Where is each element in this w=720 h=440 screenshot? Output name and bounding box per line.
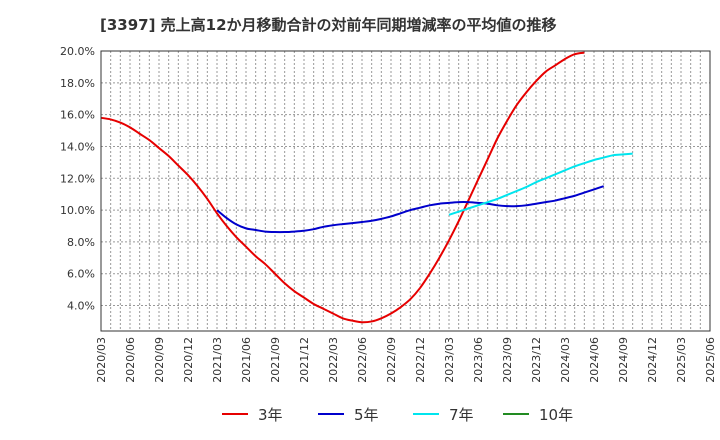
series-line-1 [216,185,604,234]
y-tick-label: 18.0% [60,77,95,90]
series-layer [100,51,633,324]
legend-label: 3年 [258,405,283,424]
x-tick-label: 2024/12 [646,337,659,383]
x-tick-label: 2021/09 [269,337,282,383]
legend-item: 10年 [503,402,573,426]
x-tick-label: 2023/12 [530,337,543,383]
legend-item: 5年 [318,402,379,426]
legend-item: 7年 [413,402,474,426]
x-tick-label: 2021/03 [211,337,224,383]
x-tick-label: 2025/06 [704,337,717,383]
x-tick-label: 2023/06 [472,337,485,383]
x-tick-label: 2022/12 [414,337,427,383]
series-line-0 [100,51,585,324]
plot-frame [100,50,711,332]
legend-swatch [222,413,248,415]
x-tick-label: 2024/06 [588,337,601,383]
legend-swatch [318,413,344,415]
legend-label: 7年 [449,405,474,424]
x-tick-label: 2020/03 [95,337,108,383]
x-tick-label: 2021/06 [240,337,253,383]
x-tick-label: 2025/03 [675,337,688,383]
y-tick-label: 10.0% [60,204,95,217]
y-tick-label: 8.0% [67,236,95,249]
y-tick-label: 12.0% [60,172,95,185]
x-tick-label: 2023/09 [501,337,514,383]
x-tick-label: 2021/12 [298,337,311,383]
chart-title: [3397] 売上高12か月移動合計の対前年同期増減率の平均値の推移 [100,16,557,34]
y-tick-label: 16.0% [60,109,95,122]
x-tick-label: 2024/03 [559,337,572,383]
legend: 3年 5年 7年 10年 [0,402,720,426]
series-line-2 [448,152,633,216]
x-tick-label: 2020/06 [124,337,137,383]
legend-label: 10年 [539,405,574,424]
x-tick-label: 2023/03 [443,337,456,383]
y-axis-ticks: 4.0% 6.0% 8.0% 10.0% 12.0% 14.0% 16.0% 18.0% 20.… [60,45,95,313]
legend-swatch [413,413,439,415]
x-axis-ticks: 2020/03 2020/06 2020/09 2020/12 2021/03 2021/… [95,337,717,383]
grid-layer [101,50,710,331]
x-tick-label: 2024/09 [617,337,630,383]
legend-item: 3年 [222,402,283,426]
y-tick-label: 20.0% [60,45,95,58]
x-tick-label: 2022/03 [327,337,340,383]
y-tick-label: 14.0% [60,140,95,153]
x-tick-label: 2022/09 [385,337,398,383]
y-tick-label: 6.0% [67,268,95,281]
x-tick-label: 2022/06 [356,337,369,383]
x-tick-label: 2020/12 [182,337,195,383]
legend-swatch [503,413,529,415]
y-tick-label: 4.0% [67,300,95,313]
legend-label: 5年 [354,405,379,424]
x-tick-label: 2020/09 [153,337,166,383]
